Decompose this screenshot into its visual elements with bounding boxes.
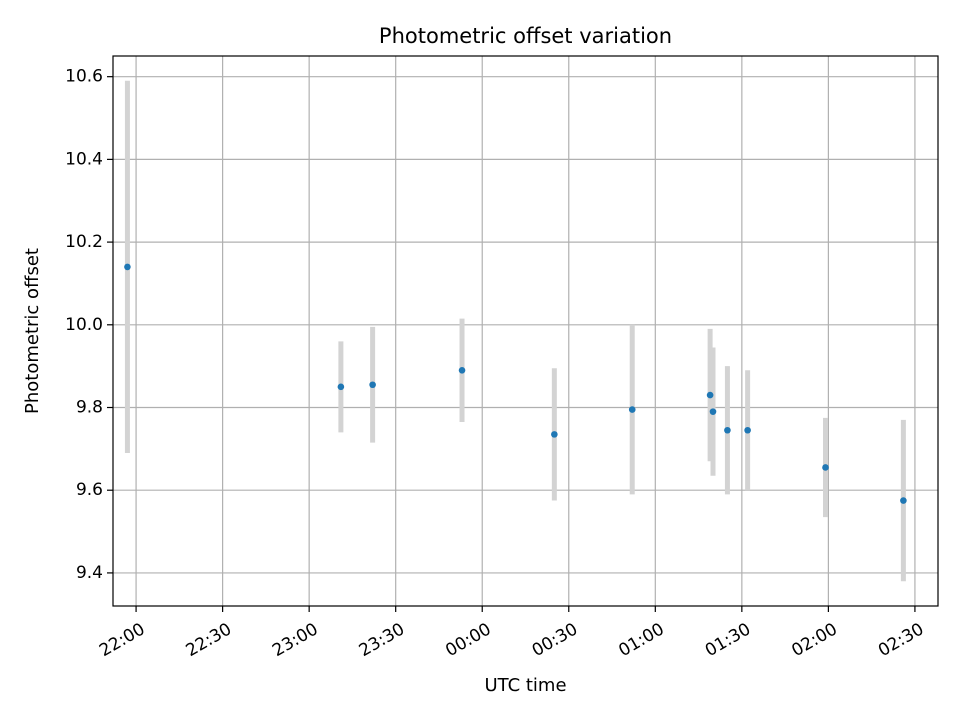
y-tick-label: 10.4 xyxy=(65,149,103,169)
data-point xyxy=(822,464,829,471)
x-tick-label: 01:00 xyxy=(615,619,667,661)
x-tick-label: 00:00 xyxy=(442,619,494,661)
data-point xyxy=(900,497,907,504)
x-tick-label: 00:30 xyxy=(529,619,581,661)
ticks: 22:00 22:30 23:00 23:30 00:00 00:30 01:00 01:30… xyxy=(65,67,927,661)
data-point xyxy=(706,391,714,399)
y-tick-label: 9.4 xyxy=(76,563,103,583)
grid-layer xyxy=(113,56,938,606)
data-point xyxy=(628,406,636,413)
x-tick-label: 02:00 xyxy=(788,619,840,661)
y-tick-label: 10.2 xyxy=(65,232,103,252)
y-tick-label: 9.6 xyxy=(76,480,103,500)
data-point xyxy=(124,263,131,271)
x-tick-label: 23:00 xyxy=(269,619,321,661)
data-point xyxy=(709,408,717,415)
plot-frame xyxy=(112,55,939,607)
x-tick-label: 23:30 xyxy=(356,619,408,661)
y-tick-label: 9.8 xyxy=(76,398,103,418)
data-point xyxy=(337,383,345,391)
x-axis-title: UTC time xyxy=(484,675,566,696)
x-tick-label: 22:30 xyxy=(183,619,235,661)
data-point xyxy=(458,366,466,374)
x-tick-label: 02:30 xyxy=(875,619,927,661)
y-tick-label: 10.0 xyxy=(65,315,103,335)
x-tick-label: 01:30 xyxy=(702,619,754,661)
error-bars xyxy=(124,80,906,582)
data-point xyxy=(724,426,731,434)
data-point xyxy=(369,381,376,389)
data-point xyxy=(551,431,558,438)
y-tick-label: 10.6 xyxy=(65,67,103,87)
data-point xyxy=(744,426,751,434)
chart-title: Photometric offset variation xyxy=(379,24,672,48)
y-axis-title: Photometric offset xyxy=(22,248,43,414)
data-points xyxy=(124,263,907,504)
x-tick-label: 22:00 xyxy=(96,619,148,661)
